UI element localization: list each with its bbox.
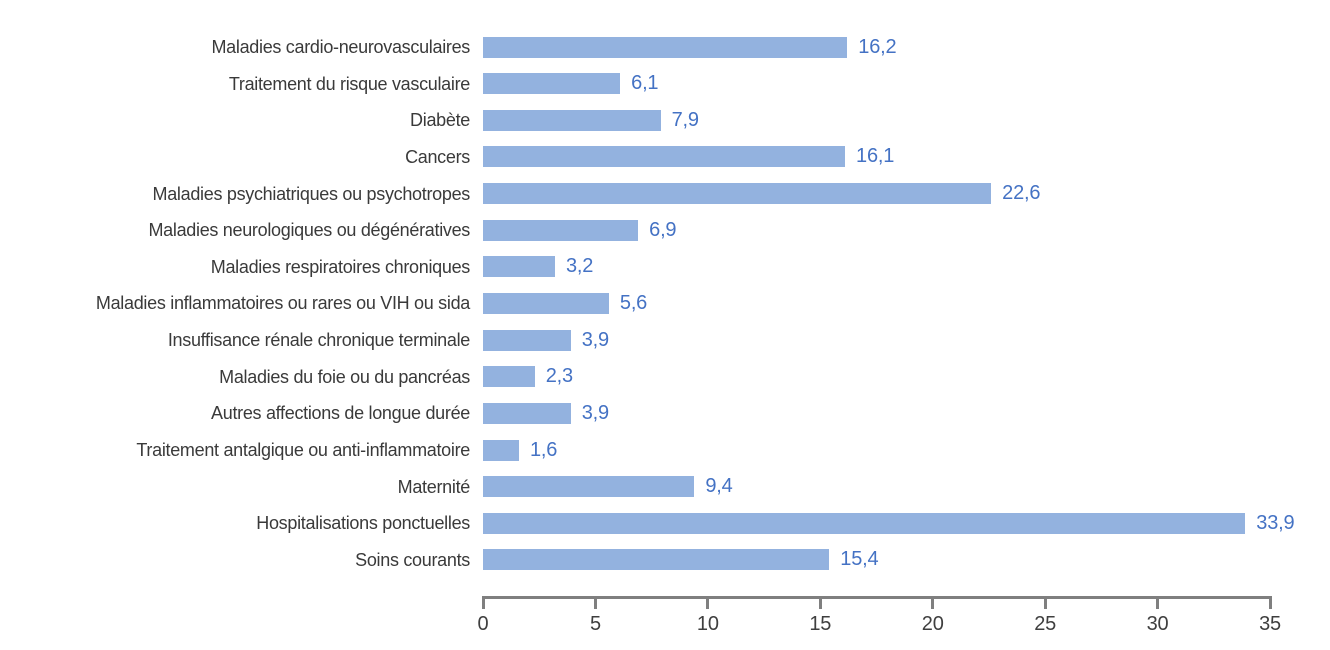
axis-tick <box>706 596 710 609</box>
value-label: 1,6 <box>529 438 558 461</box>
axis-line <box>482 596 1272 599</box>
category-label: Soins courants <box>355 549 470 570</box>
category-label: Maladies inflammatoires ou rares ou VIH … <box>95 293 470 314</box>
category-label: Maladies du foie ou du pancréas <box>219 366 470 387</box>
axis-tick-label: 35 <box>1259 613 1281 635</box>
category-label: Hospitalisations ponctuelles <box>256 513 470 534</box>
bar <box>483 366 535 388</box>
category-label: Autres affections de longue durée <box>211 403 470 424</box>
category-label: Traitement antalgique ou anti-inflammato… <box>136 440 470 461</box>
category-label: Insuffisance rénale chronique terminale <box>167 330 470 351</box>
bar <box>483 73 621 95</box>
axis-tick-label: 10 <box>696 613 719 635</box>
axis-tick-label: 0 <box>477 613 489 635</box>
axis-tick <box>931 596 935 609</box>
value-label: 9,4 <box>705 475 733 498</box>
bar <box>483 36 848 58</box>
bar <box>483 109 661 131</box>
category-label: Maladies neurologiques ou dégénératives <box>148 220 470 241</box>
value-label: 7,9 <box>671 108 699 131</box>
bar <box>483 292 609 314</box>
axis-tick <box>1268 596 1272 609</box>
axis-tick <box>818 596 822 609</box>
value-label: 15,4 <box>840 548 879 571</box>
bar <box>483 183 992 205</box>
axis-tick-label: 30 <box>1146 613 1169 635</box>
axis-tick <box>481 596 485 609</box>
bar <box>483 329 571 351</box>
value-label: 22,6 <box>1002 182 1041 205</box>
axis-tick-label: 5 <box>589 613 601 635</box>
value-label: 33,9 <box>1256 511 1295 534</box>
axis-tick-label: 20 <box>921 613 944 635</box>
value-label: 16,1 <box>856 145 895 168</box>
value-label: 3,2 <box>565 255 594 278</box>
bar <box>483 512 1246 534</box>
value-label: 6,1 <box>631 72 659 95</box>
category-label: Maladies cardio-neurovasculaires <box>211 37 470 57</box>
value-label: 5,6 <box>619 291 648 314</box>
value-label: 6,9 <box>649 218 677 241</box>
category-label: Cancers <box>405 146 470 167</box>
value-label: 16,2 <box>858 35 897 58</box>
bar <box>483 476 695 498</box>
bar <box>483 549 830 571</box>
value-label: 3,9 <box>581 328 609 351</box>
bar <box>483 146 845 168</box>
category-label: Diabète <box>410 110 470 131</box>
category-label: Maladies respiratoires chroniques <box>210 256 471 277</box>
axis-tick <box>1043 596 1047 609</box>
axis-tick-label: 15 <box>809 613 832 635</box>
axis-tick <box>593 596 597 609</box>
bar <box>483 439 519 461</box>
category-label: Maternité <box>397 476 471 497</box>
bar <box>483 219 639 241</box>
bar <box>483 402 571 424</box>
axis-tick <box>1156 596 1160 609</box>
axis-tick-label: 25 <box>1034 613 1057 635</box>
value-label: 3,9 <box>581 401 609 424</box>
category-label: Traitement du risque vasculaire <box>228 73 470 94</box>
category-label: Maladies psychiatriques ou psychotropes <box>152 183 471 204</box>
value-label: 2,3 <box>545 365 573 388</box>
bar <box>483 256 555 278</box>
